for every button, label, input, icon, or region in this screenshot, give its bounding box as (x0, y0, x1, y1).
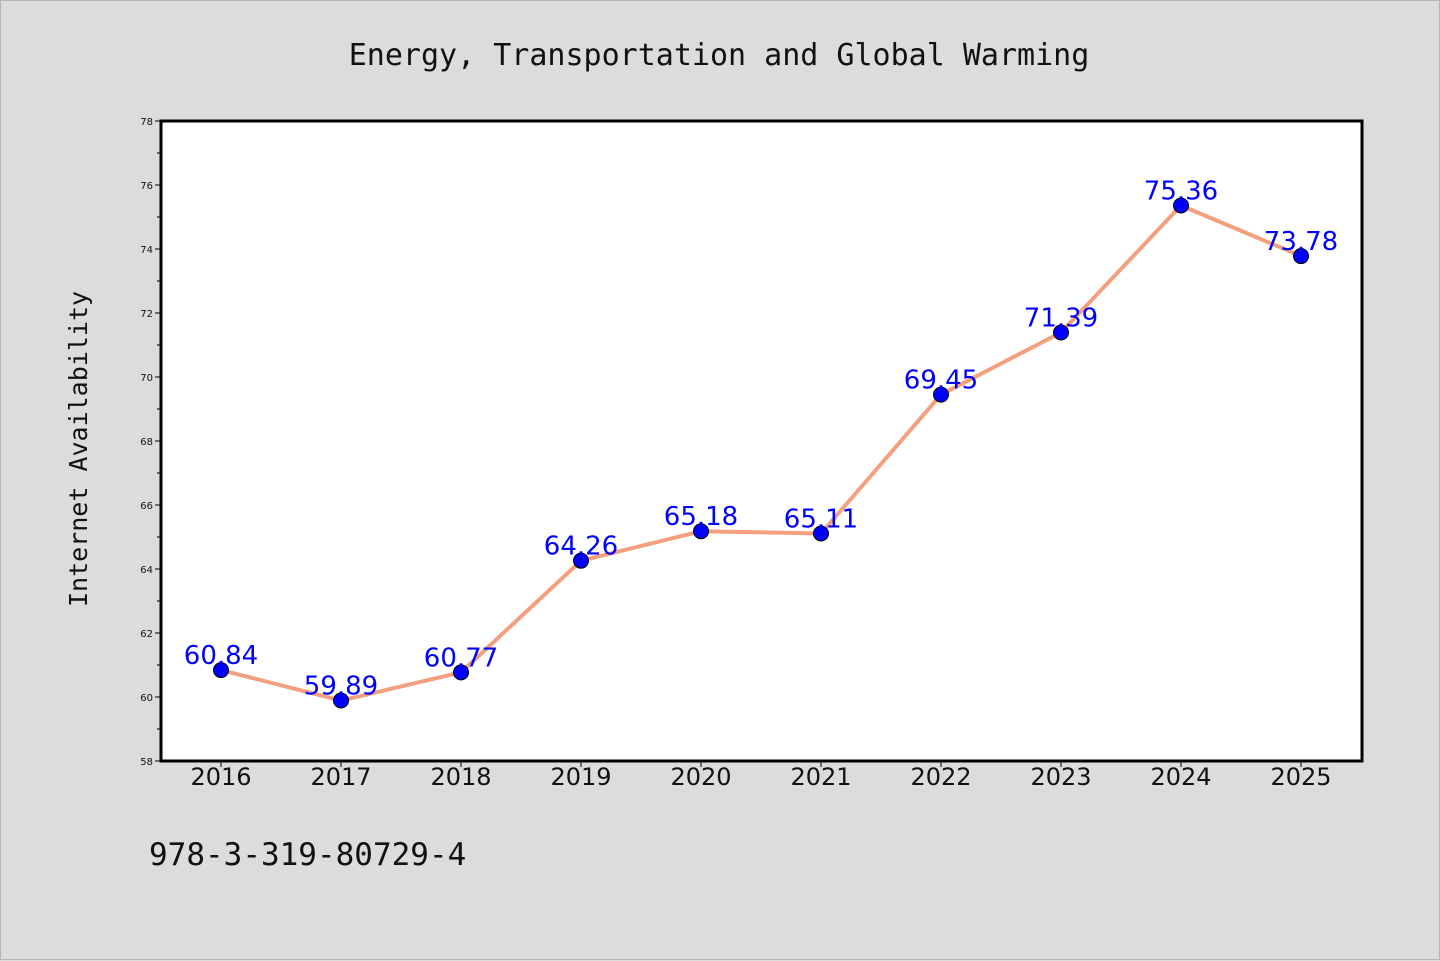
y-tick-label: 64 (140, 565, 153, 576)
y-tick-label: 78 (140, 117, 153, 128)
data-point-label: 65.18 (664, 502, 738, 532)
data-point-label: 60.84 (184, 641, 258, 671)
x-tick-label: 2023 (1030, 763, 1091, 791)
footer-isbn: 978-3-319-80729-4 (149, 837, 466, 873)
data-point-label: 73.78 (1264, 227, 1338, 257)
data-point-marker (333, 692, 349, 709)
data-labels: 60.84 59.89 60.77 64.26 65.18 65.11 69.45 71.39… (184, 176, 1338, 701)
data-point-label: 64.26 (544, 532, 618, 562)
data-point-marker (573, 552, 589, 569)
series-markers (213, 197, 1309, 709)
x-tick-label: 2021 (790, 763, 851, 791)
data-point-marker (213, 662, 229, 679)
y-tick-label: 76 (140, 181, 153, 192)
y-tick-label: 72 (140, 309, 153, 320)
data-point-marker (1053, 324, 1069, 341)
x-tick-label: 2024 (1150, 763, 1211, 791)
x-tick-label: 2020 (670, 763, 731, 791)
data-point-marker (933, 386, 949, 403)
y-axis-ticks: 58 60 62 64 66 68 70 72 74 76 78 (140, 117, 161, 768)
y-tick-label: 68 (140, 437, 153, 448)
plot-area (159, 119, 1364, 763)
y-axis-label: Internet Availability (64, 291, 93, 607)
y-tick-label: 62 (140, 629, 153, 640)
data-point-marker (1173, 197, 1189, 214)
data-point-label: 71.39 (1024, 304, 1098, 334)
y-tick-label: 74 (140, 245, 153, 256)
x-tick-label: 2016 (190, 763, 251, 791)
y-tick-label: 66 (140, 501, 153, 512)
data-point-label: 59.89 (304, 672, 378, 702)
data-point-marker (1293, 248, 1309, 265)
x-tick-label: 2022 (910, 763, 971, 791)
y-tick-label: 60 (140, 693, 153, 704)
series-line (220, 203, 1302, 703)
y-tick-label: 58 (140, 757, 153, 768)
y-tick-label: 70 (140, 373, 153, 384)
x-axis-ticks: 2016 2017 2018 2019 2020 2021 2022 2023 2024 2025 (190, 761, 1332, 791)
data-point-label: 65.11 (784, 504, 858, 534)
data-point-marker (693, 523, 709, 540)
x-tick-label: 2019 (550, 763, 611, 791)
x-tick-label: 2018 (430, 763, 491, 791)
data-point-label: 60.77 (424, 643, 498, 673)
x-tick-label: 2025 (1270, 763, 1331, 791)
data-point-label: 69.45 (904, 366, 978, 396)
x-tick-label: 2017 (310, 763, 371, 791)
chart-title: Energy, Transportation and Global Warmin… (349, 38, 1090, 73)
data-point-marker (453, 664, 469, 681)
data-point-label: 75.36 (1144, 176, 1218, 206)
data-point-marker (813, 525, 829, 542)
